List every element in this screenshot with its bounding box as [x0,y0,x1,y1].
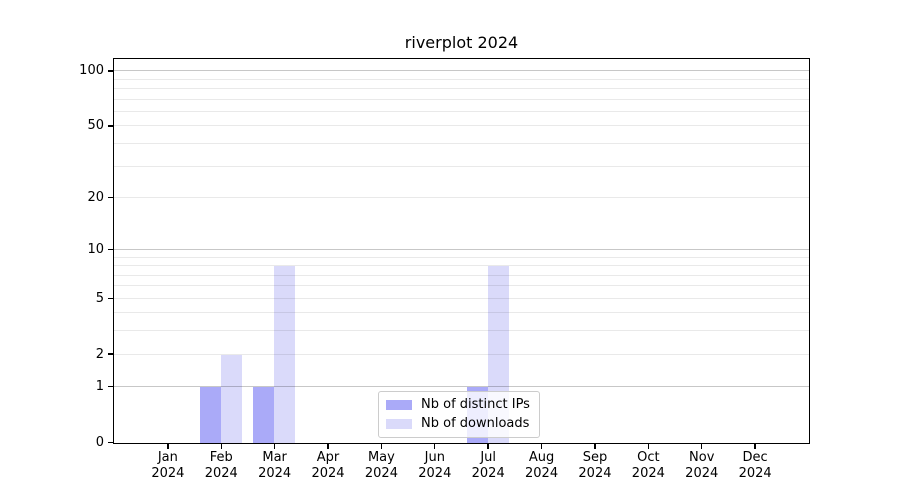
bar-downloads-mar [274,266,296,443]
y-tick-2 [108,353,113,355]
x-tick-label-aug: Aug 2024 [514,450,570,482]
x-tick-label-nov: Nov 2024 [674,450,730,482]
y-tick-100 [108,70,113,72]
legend-swatch-downloads [386,419,412,429]
x-tick-apr [327,444,329,449]
x-tick-year-oct: 2024 [631,466,665,481]
x-tick-label-jun: Jun 2024 [407,450,463,482]
gridline-minor-4 [114,312,809,314]
x-tick-label-jul: Jul 2024 [460,450,516,482]
gridline-major-1 [114,386,809,388]
x-tick-aug [540,444,543,449]
x-tick-year-dec: 2024 [738,466,772,481]
x-tick-jan [167,444,169,449]
gridline-minor-80 [114,88,809,90]
gridline-minor-40 [114,143,809,145]
y-tick-label-50: 50 [87,118,104,134]
legend-label-downloads: Nb of downloads [421,416,530,431]
y-tick-1 [108,386,113,388]
bar-distinct-ips-feb [199,387,221,443]
gridline-minor-60 [114,111,809,113]
x-tick-mar [273,444,276,449]
y-tick-label-100: 100 [79,63,104,79]
gridline-minor-8 [114,265,809,267]
x-tick-oct [647,444,650,449]
y-tick-label-10: 10 [87,241,104,257]
y-tick-label-1: 1 [95,379,104,395]
x-tick-sep [594,444,596,449]
x-tick-year-apr: 2024 [311,466,345,481]
x-tick-year-nov: 2024 [685,466,719,481]
gridline-major-100 [114,70,809,72]
x-tick-year-jul: 2024 [471,466,505,481]
plot-area [113,58,810,444]
gridline-minor-6 [114,285,809,287]
y-tick-20 [108,196,113,199]
y-tick-10 [108,248,113,251]
x-tick-label-may: May 2024 [353,450,409,482]
x-tick-jun [434,444,436,449]
legend-entry-downloads: Nb of downloads [386,416,530,432]
x-tick-label-oct: Oct 2024 [620,450,676,482]
gridline-major-10 [114,248,809,250]
y-tick-label-0: 0 [95,435,104,450]
gridline-minor-20 [114,196,809,198]
y-tick-50 [108,125,113,127]
gridline-minor-90 [114,78,809,80]
x-tick-year-sep: 2024 [578,466,612,481]
y-tick-label-5: 5 [95,290,104,306]
x-tick-year-jan: 2024 [151,466,185,481]
gridline-minor-50 [114,125,809,127]
gridline-minor-9 [114,256,809,258]
y-tick-label-2: 2 [95,346,104,362]
legend-swatch-distinct-ips [386,400,412,410]
x-tick-year-may: 2024 [364,466,398,481]
x-tick-dec [754,444,756,449]
x-tick-label-jan: Jan 2024 [140,450,196,482]
gridline-minor-7 [114,274,809,276]
chart-title: riverplot 2024 [404,33,519,52]
gridline-minor-3 [114,330,809,332]
y-tick-label-20: 20 [87,189,104,205]
bar-distinct-ips-mar [253,387,275,443]
x-tick-label-feb: Feb 2024 [193,450,249,482]
x-tick-nov [701,444,703,449]
x-tick-year-feb: 2024 [204,466,238,481]
x-tick-feb [220,444,222,449]
legend: Nb of distinct IPs Nb of downloads [378,391,540,438]
gridline-minor-2 [114,353,809,355]
gridline-minor-5 [114,297,809,299]
y-tick-0 [108,441,113,444]
x-tick-label-mar: Mar 2024 [247,450,303,482]
legend-label-distinct-ips: Nb of distinct IPs [421,397,530,412]
x-tick-label-sep: Sep 2024 [567,450,623,482]
x-tick-year-jun: 2024 [418,466,452,481]
x-tick-year-mar: 2024 [258,466,292,481]
gridline-minor-30 [114,165,809,167]
x-tick-jul [487,444,489,449]
y-tick-5 [108,297,113,299]
bar-downloads-feb [220,354,242,443]
x-tick-may [380,444,383,449]
gridline-minor-70 [114,98,809,100]
x-tick-label-apr: Apr 2024 [300,450,356,482]
x-tick-year-aug: 2024 [525,466,559,481]
legend-entry-distinct-ips: Nb of distinct IPs [386,397,530,413]
x-tick-label-dec: Dec 2024 [727,450,783,482]
